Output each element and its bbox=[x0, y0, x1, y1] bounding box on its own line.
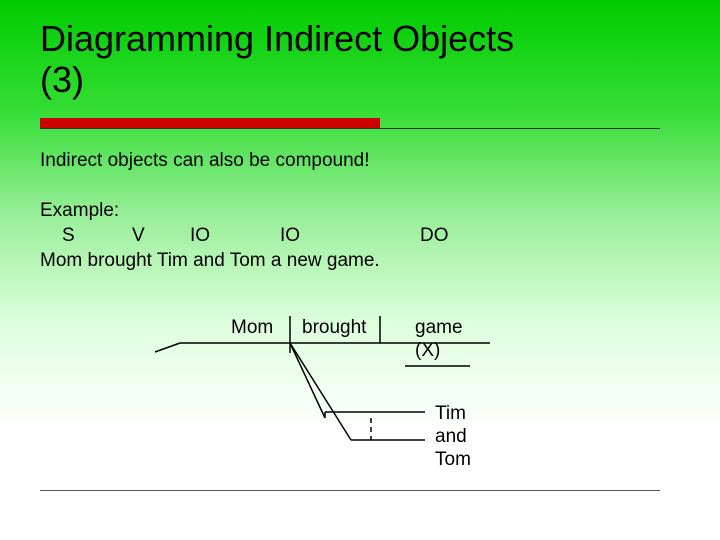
slide-title: Diagramming Indirect Objects (3) bbox=[40, 18, 514, 101]
diagram-io-line2: and bbox=[435, 426, 467, 447]
footer-rule bbox=[40, 490, 660, 491]
pos-label-s: S bbox=[62, 225, 75, 247]
pos-label-io2: IO bbox=[280, 225, 300, 247]
accent-bar bbox=[40, 118, 380, 128]
title-line-1: Diagramming Indirect Objects bbox=[40, 18, 514, 59]
pos-label-do: DO bbox=[420, 225, 449, 247]
diagram-io-line1: Tim bbox=[435, 403, 466, 424]
title-line-2: (3) bbox=[40, 59, 84, 100]
diagram-subject: Mom bbox=[231, 317, 273, 340]
intro-text: Indirect objects can also be compound! bbox=[40, 150, 370, 172]
pos-label-v: V bbox=[132, 225, 145, 247]
diagram-io-line3: Tom bbox=[435, 449, 471, 470]
diagram-object-line1: game bbox=[415, 317, 463, 338]
sentence-diagram: Mom brought game (X) Tim and Tom bbox=[135, 310, 585, 490]
pos-label-io1: IO bbox=[190, 225, 210, 247]
example-sentence: Mom brought Tim and Tom a new game. bbox=[40, 250, 380, 272]
diagram-object-line2: (X) bbox=[415, 340, 440, 361]
diagram-io-names: Tim and Tom bbox=[435, 403, 471, 471]
example-label: Example: bbox=[40, 200, 119, 222]
header-rule bbox=[40, 128, 660, 129]
diagram-object: game (X) bbox=[415, 317, 463, 363]
diagram-verb: brought bbox=[302, 317, 366, 340]
